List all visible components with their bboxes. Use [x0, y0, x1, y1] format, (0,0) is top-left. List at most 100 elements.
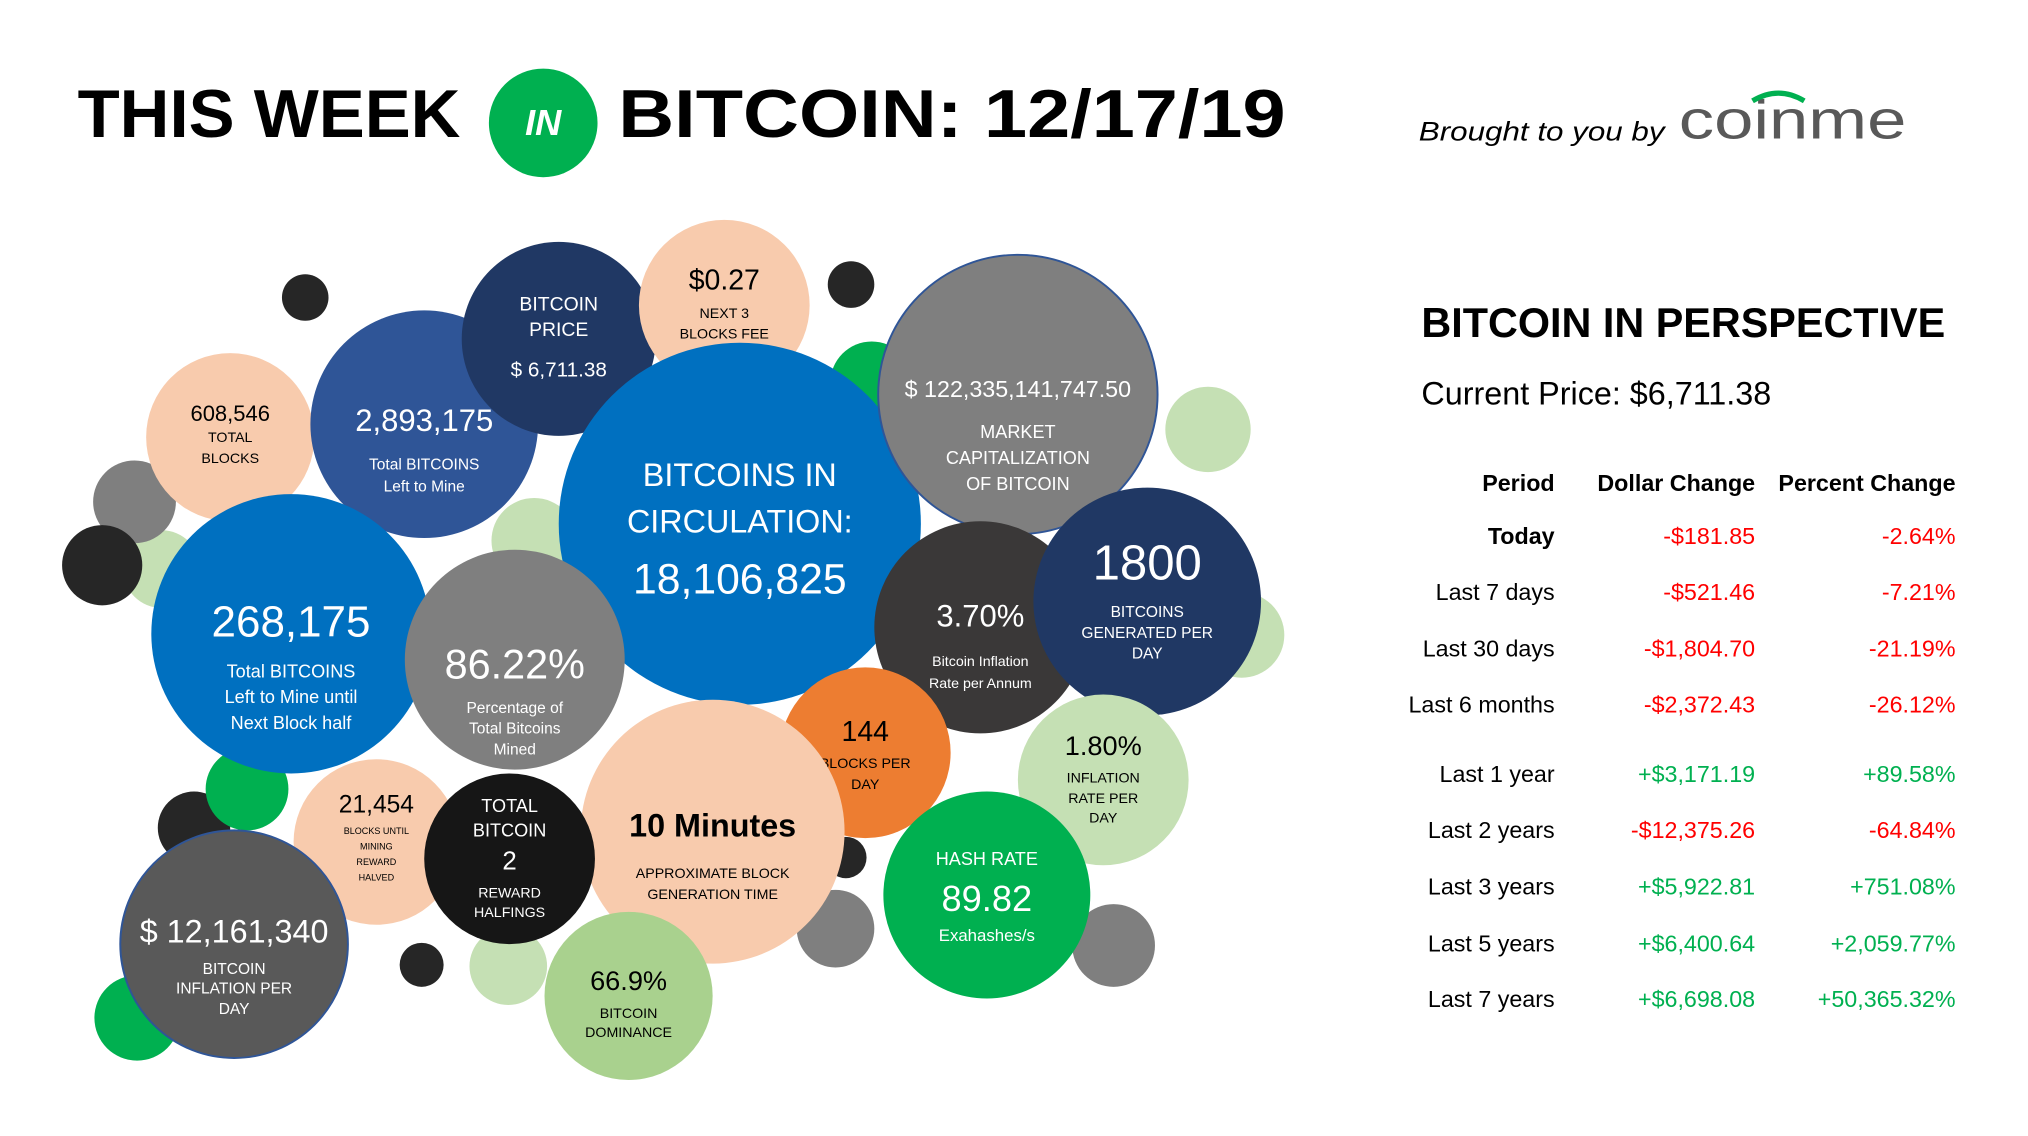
period: Last 7 years: [1428, 986, 1555, 1012]
bubble-text: HASH RATE: [936, 849, 1038, 869]
bubble-text: INFLATION PER: [176, 981, 292, 998]
bubble-text: Exahashes/s: [939, 926, 1035, 945]
bubble-text: BITCOIN: [519, 293, 598, 315]
column-header: Percent Change: [1778, 470, 1955, 496]
dot: [1165, 386, 1251, 473]
bubble-text: 1800: [1093, 536, 1202, 590]
bubble-circle: [119, 829, 349, 1059]
period: Last 1 year: [1440, 761, 1555, 787]
bubble-text: BITCOINS: [1111, 604, 1184, 621]
period: Last 5 years: [1428, 931, 1555, 957]
change-value: +$3,171.19: [1638, 761, 1755, 787]
change-value: -$181.85: [1663, 523, 1755, 549]
bubble-text: RATE PER: [1068, 791, 1138, 807]
bubble: BITCOIN PRICE $ 6,711.38: [461, 241, 656, 436]
change-value: -$521.46: [1663, 579, 1755, 605]
change-value: +751.08%: [1850, 874, 1955, 900]
bubble: 66.9% BITCOIN DOMINANCE: [544, 911, 713, 1080]
bubble: TOTAL BITCOIN 2 REWARD HALFINGS: [424, 773, 595, 945]
bubble-text: BITCOINS IN: [643, 457, 837, 493]
bubble-circle: [558, 342, 921, 705]
bubble-circle: [580, 699, 845, 964]
bubble-circle: [151, 494, 431, 774]
bubble-text: BLOCKS UNTIL: [344, 826, 409, 836]
period: Last 2 years: [1428, 817, 1555, 843]
change-value: -21.19%: [1869, 636, 1956, 662]
bubble-text: 2,893,175: [355, 403, 493, 438]
bubble-text: DOMINANCE: [585, 1025, 672, 1041]
change-value: +$6,400.64: [1638, 931, 1755, 957]
bubble-text: Total Bitcoins: [469, 721, 561, 738]
bubble: 1800 BITCOINS GENERATED PER DAY: [1033, 487, 1262, 716]
change-value: +$6,698.08: [1638, 986, 1755, 1012]
period: Last 7 days: [1436, 579, 1555, 605]
bubble-text: GENERATED PER: [1081, 625, 1213, 642]
bubble-text: PRICE: [529, 319, 588, 341]
bubble-text: DAY: [219, 1001, 250, 1018]
bubble-text: 608,546: [191, 401, 270, 426]
bubble-text: DAY: [1089, 810, 1118, 826]
bubble-circle: [461, 241, 656, 436]
bubble-text: BITCOIN: [473, 820, 546, 840]
change-value: -64.84%: [1869, 817, 1956, 843]
bubble-text: Percentage of: [466, 700, 563, 717]
bubble: 608,546 TOTAL BLOCKS: [146, 353, 315, 522]
column-header: Dollar Change: [1597, 470, 1755, 496]
header: THIS WEEK IN BITCOIN: 12/17/19 Brought t…: [78, 68, 1907, 178]
title-left: THIS WEEK: [78, 77, 461, 152]
bubble-circle: [1033, 487, 1262, 716]
bubble-text: MINING: [360, 842, 393, 852]
bubble: 3.70% Bitcoin Inflation Rate per Annum: [874, 521, 1087, 734]
bubble-text: Next Block half: [231, 713, 353, 733]
period: Last 6 months: [1408, 691, 1554, 717]
bubble-text: TOTAL: [208, 430, 253, 446]
bubble: 21,454 BLOCKS UNTIL MINING REWARD HALVED: [293, 759, 460, 925]
change-value: -2.64%: [1882, 523, 1956, 549]
bubble: 268,175 Total BITCOINS Left to Mine until N…: [151, 494, 431, 774]
bubble-circle: [874, 521, 1087, 734]
bubble: $ 12,161,340 BITCOIN INFLATION PER DAY: [119, 829, 349, 1059]
bubble-text: APPROXIMATE BLOCK: [636, 866, 790, 882]
bubble: HASH RATE 89.82 Exahashes/s: [883, 791, 1091, 999]
perspective: BITCOIN IN PERSPECTIVE Current Price: $6…: [1408, 300, 1955, 1012]
bubble-text: CAPITALIZATION: [946, 448, 1090, 468]
dot: [469, 927, 548, 1005]
bubble-text: Rate per Annum: [929, 676, 1032, 692]
change-value: -$12,375.26: [1631, 817, 1755, 843]
bubble-circle: [424, 773, 595, 945]
change-value: -$2,372.43: [1644, 691, 1755, 717]
bubble-text: BITCOIN: [600, 1006, 658, 1022]
bubble-circle: [404, 549, 625, 770]
brand: coinme: [1679, 90, 1907, 151]
bubble-text: DAY: [851, 777, 880, 793]
bubble-text: 10 Minutes: [629, 807, 796, 843]
brand-arc: [1751, 90, 1806, 104]
bubble-text: BLOCKS: [201, 451, 259, 467]
bubble: BITCOINS IN CIRCULATION: 18,106,825: [558, 342, 921, 705]
bubble-text: $ 12,161,340: [140, 913, 329, 949]
bubble: 86.22% Percentage of Total Bitcoins Mined: [404, 549, 625, 770]
column-header: Period: [1482, 470, 1554, 496]
title-badge: IN: [525, 102, 562, 143]
bubble-text: Mined: [494, 741, 536, 758]
dot: [827, 261, 875, 308]
byline: Brought to you by: [1419, 115, 1666, 146]
bubble-text: HALFINGS: [474, 905, 545, 921]
dot: [62, 525, 143, 606]
bubble-text: REWARD: [356, 857, 396, 867]
change-value: +2,059.77%: [1831, 931, 1956, 957]
bubble-circle: [544, 911, 713, 1080]
dot: [93, 460, 176, 544]
bubble-text: 268,175: [212, 597, 371, 646]
bubble-text: BLOCKS PER: [820, 756, 911, 772]
change-value: -7.21%: [1882, 579, 1956, 605]
period: Today: [1488, 523, 1555, 549]
bubble-text: 89.82: [942, 878, 1033, 919]
bubble-text: $ 122,335,141,747.50: [905, 376, 1131, 402]
dot: [281, 274, 329, 321]
perspective-title: BITCOIN IN PERSPECTIVE: [1421, 300, 1945, 346]
period: Last 3 years: [1428, 874, 1555, 900]
bubble-text: 1.80%: [1065, 730, 1142, 761]
